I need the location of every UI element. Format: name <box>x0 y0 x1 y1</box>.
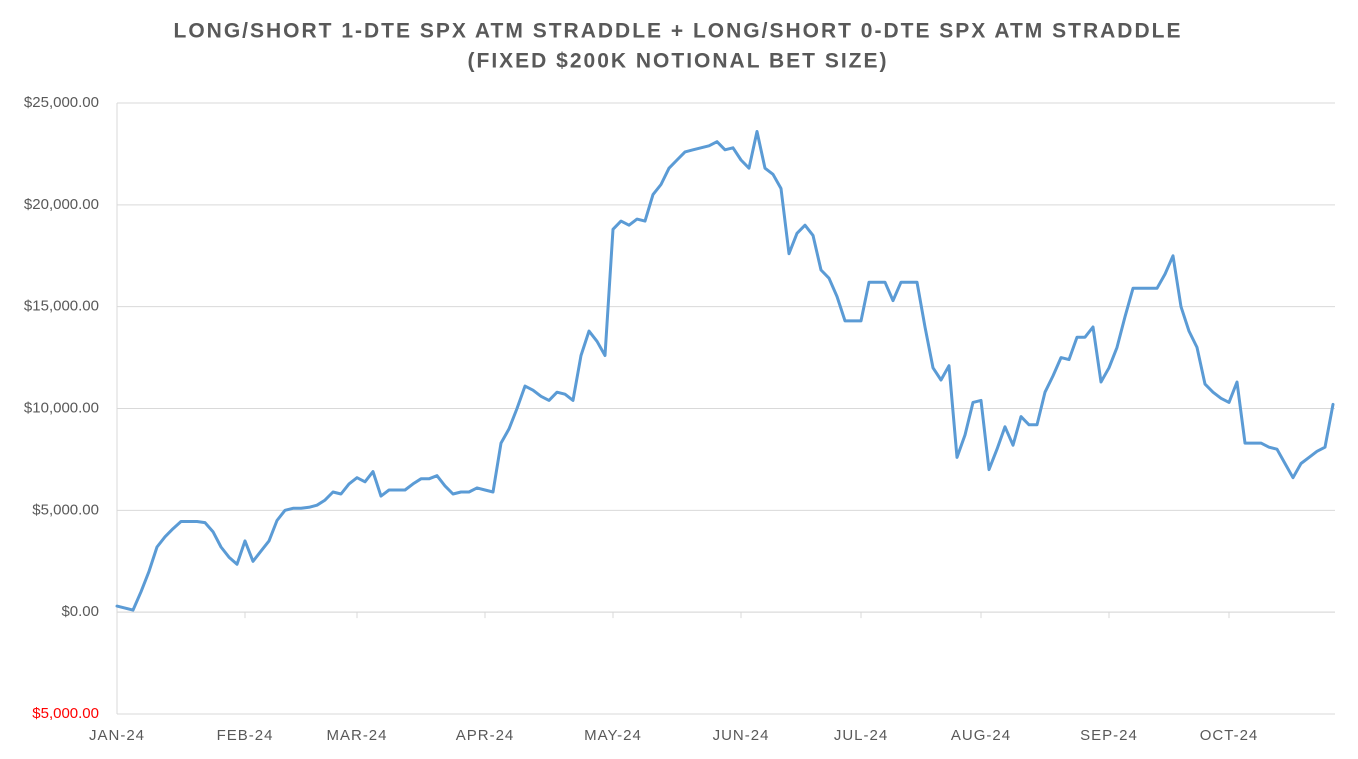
x-tick-label: JAN-24 <box>89 727 145 744</box>
y-tick-label: $5,000.00 <box>32 705 99 722</box>
x-tick-label: OCT-24 <box>1200 727 1259 744</box>
y-tick-label: $5,000.00 <box>32 501 99 518</box>
y-tick-label: $20,000.00 <box>24 196 99 213</box>
y-tick-label: $0.00 <box>61 603 99 620</box>
chart-subtitle: (FIXED $200K NOTIONAL BET SIZE) <box>468 50 889 73</box>
x-tick-label: AUG-24 <box>951 727 1011 744</box>
x-tick-label: FEB-24 <box>217 727 274 744</box>
chart-title: LONG/SHORT 1-DTE SPX ATM STRADDLE + LONG… <box>174 20 1183 43</box>
x-tick-label: APR-24 <box>456 727 515 744</box>
x-tick-label: SEP-24 <box>1080 727 1138 744</box>
x-tick-label: JUN-24 <box>713 727 770 744</box>
x-tick-label: MAR-24 <box>326 727 387 744</box>
y-tick-label: $15,000.00 <box>24 298 99 315</box>
series-line <box>115 130 1335 612</box>
x-tick-label: MAY-24 <box>584 727 642 744</box>
x-tick-label: JUL-24 <box>834 727 888 744</box>
y-tick-label: $25,000.00 <box>24 94 99 111</box>
y-tick-label: $10,000.00 <box>24 399 99 416</box>
